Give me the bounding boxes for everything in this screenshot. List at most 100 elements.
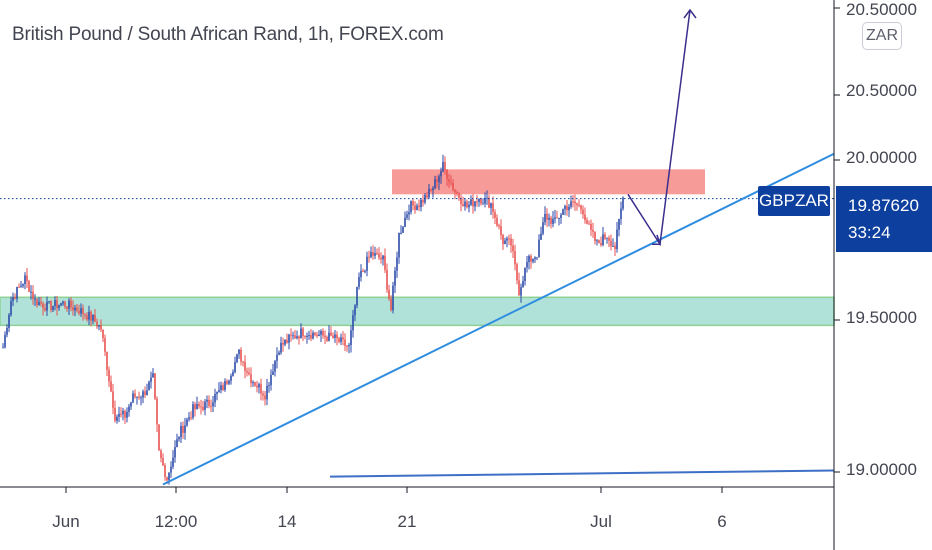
candle-body (66, 306, 68, 309)
candle-body (498, 225, 500, 227)
candle-body (220, 385, 222, 390)
candle-body (272, 371, 274, 375)
candle-body (168, 472, 170, 481)
last-price-tag: 19.87620 33:24 (836, 186, 932, 252)
candle-body (20, 285, 22, 287)
candle-body (154, 373, 156, 399)
candle-body (394, 270, 396, 286)
candle-body (488, 197, 490, 208)
candle-body (296, 336, 298, 339)
candle-body (38, 301, 40, 306)
candle-body (124, 410, 126, 418)
candle-body (262, 393, 264, 396)
candle-body (80, 308, 82, 314)
symbol-tag: GBPZAR (758, 186, 830, 216)
candle-body (60, 303, 62, 306)
candle-body (568, 206, 570, 211)
candle-body (90, 311, 92, 321)
candle-body (264, 395, 266, 400)
candle-body (278, 352, 280, 355)
candle-body (364, 270, 366, 272)
candle-body (162, 457, 164, 466)
candle-body (500, 226, 502, 235)
candle-body (204, 401, 206, 410)
candle-body (440, 171, 442, 177)
candle-body (276, 354, 278, 361)
candle-body (508, 238, 510, 240)
candle-body (448, 179, 450, 183)
candle-body (252, 382, 254, 384)
candle-body (68, 300, 70, 309)
candle-body (152, 373, 154, 378)
candle-body (610, 240, 612, 247)
candle-body (614, 245, 616, 250)
candle-body (596, 240, 598, 242)
candle-body (436, 179, 438, 183)
candle-body (444, 161, 446, 170)
candle-body (578, 204, 580, 206)
candle-body (148, 381, 150, 391)
candle-body (480, 198, 482, 204)
candle-body (254, 382, 256, 386)
candle-body (612, 245, 614, 247)
candle-body (48, 301, 50, 303)
candle-body (98, 325, 100, 327)
candle-body (460, 198, 462, 205)
candle-body (370, 251, 372, 258)
candle-body (302, 328, 304, 337)
candle-body (366, 256, 368, 271)
projection-path (627, 9, 691, 247)
candle-body (556, 217, 558, 219)
candle-body (226, 381, 228, 384)
candle-body (540, 233, 542, 240)
candle-body (74, 307, 76, 311)
candle-body (608, 237, 610, 241)
candle-body (306, 335, 308, 337)
candle-body (404, 217, 406, 227)
candle-body (506, 238, 508, 241)
candle-body (134, 393, 136, 398)
candle-body (618, 218, 620, 230)
candle-body (398, 232, 400, 258)
candle-body (432, 188, 434, 191)
candle-body (600, 243, 602, 246)
axes-layer (0, 0, 840, 550)
candle-body (386, 269, 388, 290)
candle-body (416, 205, 418, 211)
candle-body (158, 424, 160, 451)
candle-body (310, 335, 312, 339)
candle-body (274, 360, 276, 372)
candle-body (528, 256, 530, 262)
candle-body (352, 315, 354, 331)
candle-body (450, 182, 452, 184)
candle-body (10, 301, 12, 315)
candle-body (446, 169, 448, 180)
support-zone (0, 296, 835, 327)
currency-badge[interactable]: ZAR (862, 22, 902, 50)
candle-body (258, 384, 260, 388)
candle-body (202, 406, 204, 410)
candle-body (194, 404, 196, 410)
candle-body (580, 205, 582, 210)
candle-body (118, 413, 120, 417)
candle-body (350, 330, 352, 345)
candle-body (92, 314, 94, 321)
candle-body (532, 258, 534, 262)
candle-body (298, 336, 300, 339)
candle-body (216, 391, 218, 395)
candle-body (518, 280, 520, 296)
candle-body (34, 298, 36, 300)
candle-body (368, 256, 370, 258)
candle-body (492, 203, 494, 213)
candle-body (190, 417, 192, 419)
candle-body (510, 238, 512, 246)
candle-body (44, 308, 46, 311)
candle-body (114, 407, 116, 421)
candle-body (40, 301, 42, 304)
candle-body (566, 206, 568, 211)
candle-body (562, 209, 564, 215)
projection-arrowhead-down (652, 234, 662, 245)
candle-body (606, 237, 608, 239)
candle-body (420, 199, 422, 208)
